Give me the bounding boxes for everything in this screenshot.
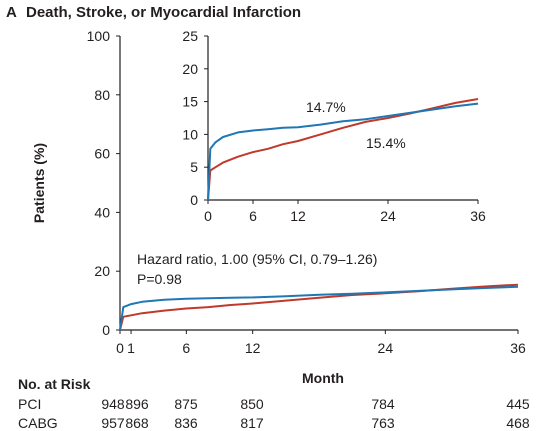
inset-y-tick-label: 5 bbox=[190, 159, 198, 175]
main-series-cabg-line bbox=[119, 283, 519, 331]
inset-x-tick-label: 6 bbox=[249, 208, 257, 224]
inset-y-tick-label: 15 bbox=[182, 94, 198, 110]
main-series-pci-line bbox=[119, 285, 519, 331]
main-y-tick-label: 60 bbox=[94, 146, 110, 162]
risk-count-cabg: 868 bbox=[125, 415, 149, 431]
main-x-tick-label: 6 bbox=[182, 340, 190, 356]
panel-letter: A bbox=[6, 4, 17, 21]
risk-count-pci: 948 bbox=[101, 396, 125, 412]
risk-table-title: No. at Risk bbox=[18, 376, 91, 392]
risk-count-pci: 850 bbox=[240, 396, 264, 412]
inset-x-tick-label: 12 bbox=[290, 208, 306, 224]
risk-count-cabg: 817 bbox=[240, 415, 264, 431]
inset-y-tick-label: 10 bbox=[182, 126, 198, 142]
risk-count-cabg: 763 bbox=[371, 415, 395, 431]
inset-x-tick-label: 0 bbox=[204, 208, 212, 224]
main-y-tick-label: 0 bbox=[102, 322, 110, 338]
main-y-tick-label: 20 bbox=[94, 263, 110, 279]
p-value-text: P=0.98 bbox=[137, 271, 182, 287]
risk-group-cabg: CABG bbox=[18, 415, 58, 431]
main-y-tick-label: 80 bbox=[94, 87, 110, 103]
risk-count-cabg: 468 bbox=[506, 415, 530, 431]
risk-count-pci: 875 bbox=[174, 396, 198, 412]
y-axis-label: Patients (%) bbox=[31, 143, 47, 223]
hazard-ratio-text: Hazard ratio, 1.00 (95% CI, 0.79–1.26) bbox=[137, 251, 377, 267]
main-y-tick-label: 40 bbox=[94, 204, 110, 220]
main-y-tick-label: 100 bbox=[87, 28, 111, 44]
main-x-tick-label: 0 bbox=[116, 340, 124, 356]
inset-pci-label: 14.7% bbox=[306, 99, 346, 115]
figure-title: Death, Stroke, or Myocardial Infarction bbox=[26, 4, 301, 21]
inset-x-tick-label: 36 bbox=[470, 208, 486, 224]
risk-count-pci: 784 bbox=[371, 396, 395, 412]
risk-count-cabg: 836 bbox=[174, 415, 198, 431]
inset-y-tick-label: 25 bbox=[182, 28, 198, 44]
x-axis-label: Month bbox=[302, 370, 344, 386]
risk-count-pci: 896 bbox=[125, 396, 149, 412]
inset-series-pci-line bbox=[207, 102, 479, 201]
inset-x-tick-label: 24 bbox=[380, 208, 396, 224]
inset-cabg-label: 15.4% bbox=[366, 135, 406, 151]
main-x-tick-label: 1 bbox=[127, 340, 135, 356]
main-x-tick-label: 36 bbox=[510, 340, 526, 356]
inset-y-tick-label: 20 bbox=[182, 61, 198, 77]
main-x-tick-label: 24 bbox=[378, 340, 394, 356]
risk-count-cabg: 957 bbox=[101, 415, 125, 431]
risk-group-pci: PCI bbox=[18, 396, 41, 412]
main-x-tick-label: 12 bbox=[245, 340, 261, 356]
inset-y-tick-label: 0 bbox=[190, 192, 198, 208]
risk-count-pci: 445 bbox=[506, 396, 530, 412]
